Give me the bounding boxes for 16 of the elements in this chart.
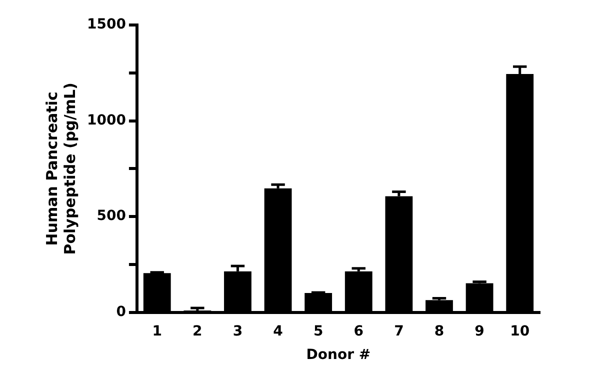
y-tick-label: 1500: [86, 16, 126, 33]
x-tick-label: 1: [152, 323, 162, 340]
x-tick-label: 5: [313, 323, 324, 340]
y-tick-label: 500: [96, 208, 126, 224]
x-tick-label: 6: [354, 323, 364, 340]
x-tick-label: 8: [434, 323, 444, 340]
y-tick-label: 0: [116, 304, 126, 320]
x-axis-title: Donor #: [306, 347, 371, 364]
x-tick-label: 7: [394, 323, 404, 340]
x-tick-label: 2: [192, 323, 202, 340]
y-axis-title: Human Pancreatic Polypeptide (pg/mL): [42, 82, 79, 255]
x-tick-label: 9: [474, 323, 484, 340]
x-tick-label: 3: [232, 323, 243, 340]
y-tick-label: 1000: [86, 112, 126, 128]
x-tick-label: 10: [510, 323, 530, 340]
x-tick-label: 4: [273, 323, 284, 340]
